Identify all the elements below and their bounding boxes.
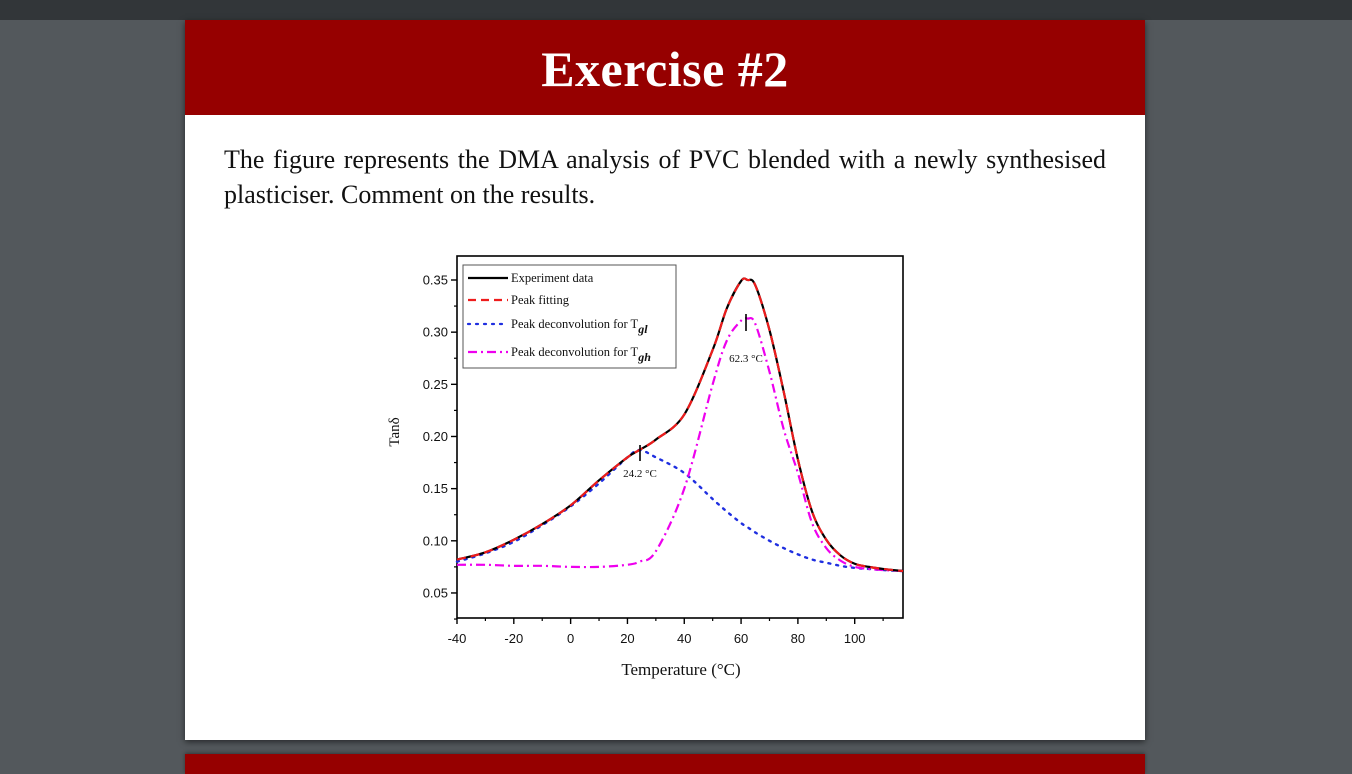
y-axis-label: Tanδ (387, 417, 403, 446)
y-tick-label: 0.15 (423, 481, 448, 496)
annotation-tgh-label: 62.3 °C (729, 353, 763, 365)
x-tick-label: 80 (791, 631, 805, 646)
legend-label: Peak fitting (511, 293, 570, 307)
slide-header: Exercise #2 (185, 20, 1145, 115)
viewer-toolbar (0, 0, 1352, 20)
x-tick-label: -20 (504, 631, 523, 646)
y-axis: 0.05 0.10 0.15 0.20 0.25 0.30 0.35 (423, 272, 457, 620)
legend-label: Experiment data (511, 271, 594, 285)
x-axis: -40 -20 0 20 40 60 80 100 (448, 618, 884, 646)
series-layer (455, 277, 905, 573)
slide-title: Exercise #2 (541, 40, 789, 97)
x-tick-label: 40 (677, 631, 691, 646)
x-axis-label: Temperature (°C) (621, 660, 740, 679)
annotation-tgl-label: 24.2 °C (623, 468, 657, 480)
x-tick-label: -40 (448, 631, 467, 646)
x-tick-label: 20 (620, 631, 634, 646)
x-tick-label: 100 (844, 631, 866, 646)
series-peak-fitting (456, 277, 904, 573)
series-peak-deconvolution-for-tgh (456, 316, 904, 573)
y-tick-label: 0.30 (423, 325, 448, 340)
x-tick-label: 0 (567, 631, 574, 646)
y-tick-label: 0.20 (423, 429, 448, 444)
annotation-tgh: 62.3 °C (729, 314, 763, 365)
annotation-tgl: 24.2 °C (623, 445, 657, 480)
y-tick-label: 0.25 (423, 377, 448, 392)
slide-body-text: The figure represents the DMA analysis o… (224, 145, 1106, 209)
x-tick-label: 60 (734, 631, 748, 646)
y-tick-label: 0.05 (423, 585, 448, 600)
y-tick-label: 0.10 (423, 533, 448, 548)
y-tick-label: 0.35 (423, 272, 448, 287)
slide: Exercise #2 The figure represents the DM… (185, 20, 1145, 740)
